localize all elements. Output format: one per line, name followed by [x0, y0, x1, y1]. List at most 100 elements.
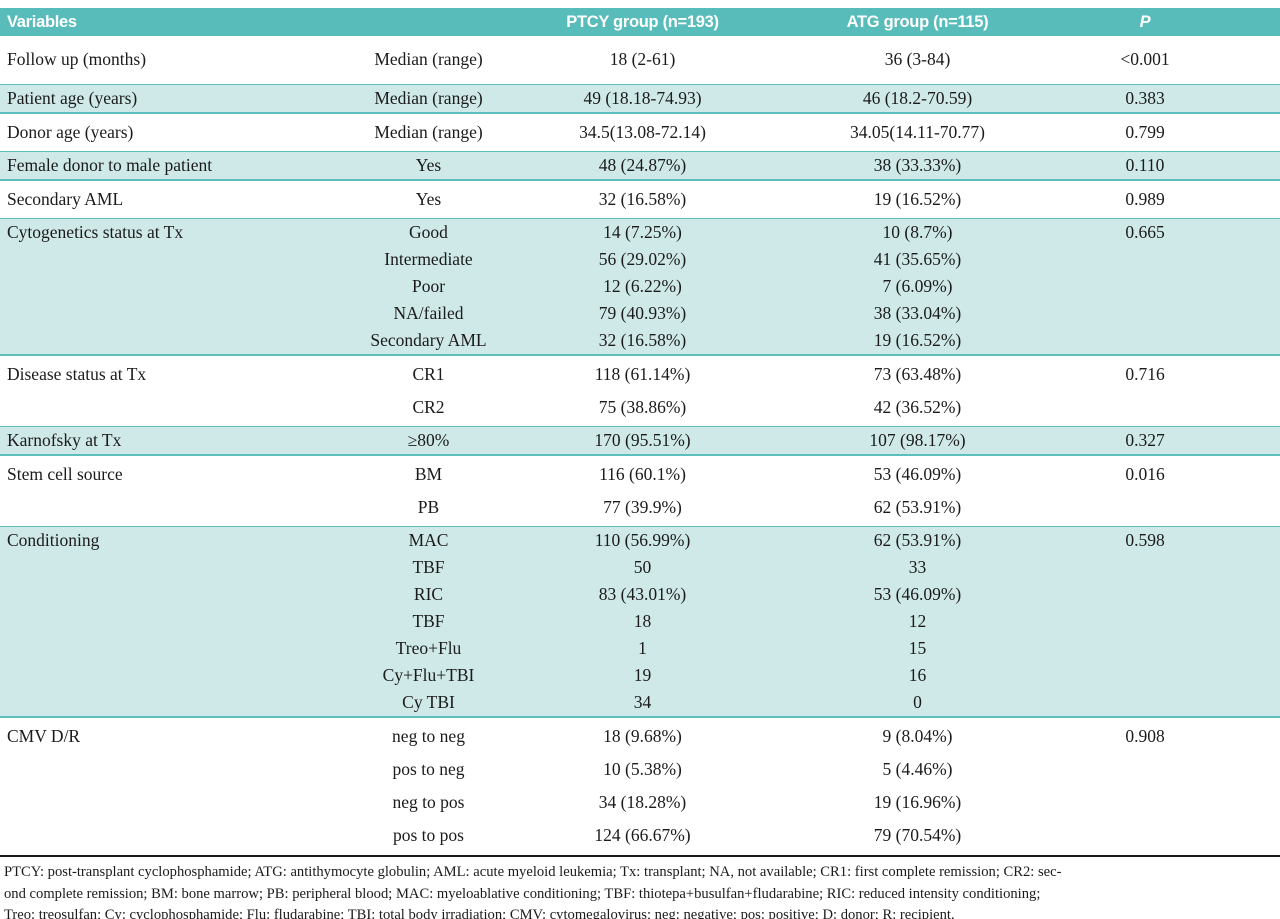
atg-value: 42 (36.52%) — [873, 397, 962, 417]
p-cell: 0.598 — [1055, 527, 1280, 716]
variable-label: Secondary AML — [7, 189, 124, 209]
category-value: Yes — [415, 189, 442, 209]
p-value: 0.989 — [1125, 189, 1165, 209]
category-value: pos to neg — [392, 759, 465, 779]
table-row: Follow up (months) Median (range) 18 (2-61… — [0, 36, 1280, 84]
ptcy-value: 19 — [633, 665, 652, 685]
p-value: 0.383 — [1125, 88, 1165, 108]
variable-cell: Disease status at Tx — [0, 358, 352, 424]
ptcy-value: 1 — [638, 638, 647, 658]
atg-value: 107 (98.17%) — [869, 430, 966, 450]
variable-cell: Female donor to male patient — [0, 152, 352, 179]
atg-value: 19 (16.52%) — [873, 189, 962, 209]
atg-value: 46 (18.2-70.59) — [862, 88, 973, 108]
atg-value: 53 (46.09%) — [873, 584, 962, 604]
variable-label: Stem cell source — [7, 464, 123, 484]
p-cell: 0.383 — [1055, 85, 1280, 112]
ptcy-value: 75 (38.86%) — [598, 397, 687, 417]
category-value: neg to pos — [392, 792, 465, 812]
category-cell: ≥80% — [352, 427, 505, 454]
atg-cell: 62 (53.91%) 33 53 (46.09%) 12 15 16 0 — [780, 527, 1055, 716]
p-cell: 0.989 — [1055, 183, 1280, 216]
category-value: Median (range) — [374, 49, 483, 69]
atg-value: 16 — [908, 665, 927, 685]
category-cell: CR1 CR2 — [352, 358, 505, 424]
p-cell: 0.327 — [1055, 427, 1280, 454]
ptcy-value: 56 (29.02%) — [598, 249, 687, 269]
header-variables: Variables — [7, 13, 77, 31]
variable-cell: Secondary AML — [0, 183, 352, 216]
ptcy-cell: 170 (95.51%) — [505, 427, 780, 454]
ptcy-value: 18 (2-61) — [609, 49, 676, 69]
category-value: neg to neg — [392, 726, 465, 746]
variable-cell: Donor age (years) — [0, 116, 352, 149]
category-value: NA/failed — [393, 303, 464, 323]
category-cell: Median (range) — [352, 85, 505, 112]
category-cell: BM PB — [352, 458, 505, 524]
ptcy-cell: 48 (24.87%) — [505, 152, 780, 179]
ptcy-cell: 14 (7.25%) 56 (29.02%) 12 (6.22%) 79 (40.93… — [505, 219, 780, 354]
table-header-row: Variables PTCY group (n=193) ATG group (… — [0, 8, 1280, 36]
ptcy-value: 110 (56.99%) — [594, 530, 691, 550]
footnote-line: Treo: treosulfan; Cy: cyclophosphamide; … — [4, 907, 955, 919]
ptcy-value: 50 — [633, 557, 652, 577]
p-cell: <0.001 — [1055, 43, 1280, 76]
ptcy-value: 118 (61.14%) — [594, 364, 691, 384]
atg-cell: 36 (3-84) — [780, 43, 1055, 76]
atg-cell: 53 (46.09%) 62 (53.91%) — [780, 458, 1055, 524]
ptcy-value: 34.5(13.08-72.14) — [579, 122, 706, 142]
p-value: 0.110 — [1125, 155, 1165, 175]
atg-value: 41 (35.65%) — [873, 249, 962, 269]
category-cell: Median (range) — [352, 116, 505, 149]
category-value: Median (range) — [374, 122, 483, 142]
atg-value: 34.05(14.11-70.77) — [850, 122, 985, 142]
ptcy-value: 116 (60.1%) — [599, 464, 686, 484]
atg-value: 62 (53.91%) — [873, 530, 962, 550]
atg-value: 19 (16.96%) — [873, 792, 962, 812]
p-value: 0.908 — [1125, 726, 1165, 746]
atg-value: 0 — [913, 692, 922, 712]
category-value: RIC — [413, 584, 444, 604]
header-atg-group: ATG group (n=115) — [846, 13, 989, 31]
atg-value: 19 (16.52%) — [873, 330, 962, 350]
atg-value: 38 (33.04%) — [873, 303, 962, 323]
category-value: PB — [417, 497, 440, 517]
category-value: ≥80% — [407, 430, 450, 450]
atg-value: 12 — [908, 611, 927, 631]
category-value: CR2 — [412, 397, 445, 417]
ptcy-value: 18 — [633, 611, 652, 631]
ptcy-value: 124 (66.67%) — [594, 825, 691, 845]
header-p-value: P — [1139, 13, 1151, 31]
p-value: 0.327 — [1125, 430, 1165, 450]
variable-label: Female donor to male patient — [7, 155, 213, 175]
variable-cell: Patient age (years) — [0, 85, 352, 112]
atg-cell: 19 (16.52%) — [780, 183, 1055, 216]
atg-value: 79 (70.54%) — [873, 825, 962, 845]
table-footnote: PTCY: post-transplant cyclophosphamide; … — [0, 855, 1280, 919]
header-ptcy-group: PTCY group (n=193) — [566, 13, 719, 31]
atg-value: 5 (4.46%) — [882, 759, 953, 779]
ptcy-cell: 110 (56.99%) 50 83 (43.01%) 18 1 19 34 — [505, 527, 780, 716]
atg-value: 9 (8.04%) — [882, 726, 953, 746]
category-value: Poor — [411, 276, 446, 296]
atg-value: 10 (8.7%) — [882, 222, 953, 242]
category-cell: Yes — [352, 183, 505, 216]
atg-value: 73 (63.48%) — [873, 364, 962, 384]
atg-value: 62 (53.91%) — [873, 497, 962, 517]
table-body: Follow up (months) Median (range) 18 (2-61… — [0, 36, 1280, 854]
category-value: TBF — [412, 611, 445, 631]
category-value: Good — [409, 222, 448, 242]
ptcy-cell: 49 (18.18-74.93) — [505, 85, 780, 112]
category-value: pos to pos — [393, 825, 464, 845]
ptcy-cell: 118 (61.14%) 75 (38.86%) — [505, 358, 780, 424]
variable-label: Conditioning — [7, 530, 100, 550]
ptcy-cell: 34.5(13.08-72.14) — [505, 116, 780, 149]
ptcy-value: 79 (40.93%) — [598, 303, 687, 323]
atg-cell: 73 (63.48%) 42 (36.52%) — [780, 358, 1055, 424]
table-row: CMV D/R neg to neg pos to neg neg to pos pos… — [0, 718, 1280, 854]
category-cell: MAC TBF RIC TBF Treo+Flu Cy+Flu+TBI Cy TBI — [352, 527, 505, 716]
table-row: Secondary AML Yes 32 (16.58%) 19 (16.52%) 0.… — [0, 181, 1280, 218]
category-value: Secondary AML — [370, 330, 487, 350]
p-cell: 0.908 — [1055, 720, 1280, 852]
footnote-line: ond complete remission; BM: bone marrow;… — [4, 885, 1041, 902]
